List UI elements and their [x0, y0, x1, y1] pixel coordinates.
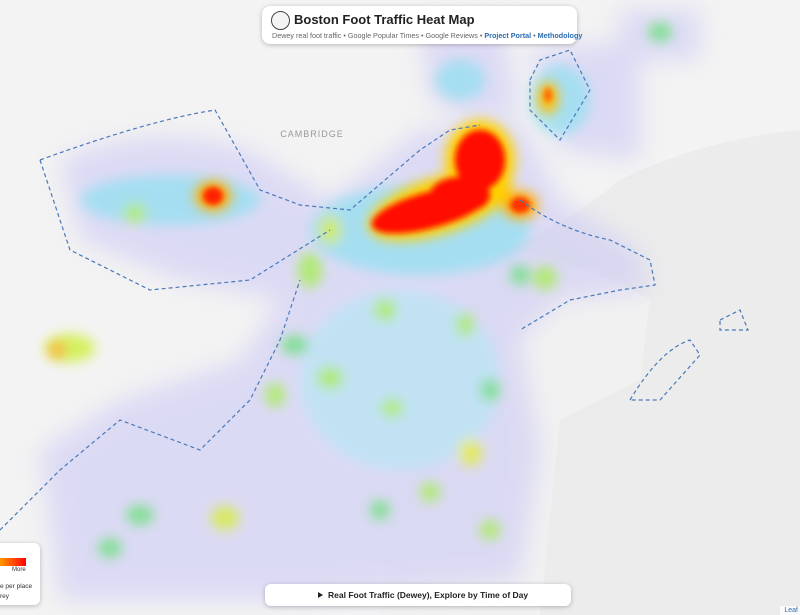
legend-high: More: [12, 567, 26, 573]
separator: •: [533, 31, 536, 40]
color-ramp: [0, 558, 26, 566]
time-toggle[interactable]: Real Foot Traffic (Dewey), Explore by Ti…: [265, 584, 571, 606]
toggle-label: Real Foot Traffic (Dewey), Explore by Ti…: [328, 590, 529, 600]
legend-line: e per place: [0, 583, 33, 590]
logo: [271, 11, 290, 30]
place-label: CAMBRIDGE: [280, 129, 344, 139]
portal-link[interactable]: Project Portal: [484, 31, 532, 40]
boundaries: [0, 49, 749, 531]
legend: More e per place rey: [0, 543, 40, 605]
title: Boston Foot Traffic Heat Map: [294, 12, 475, 27]
subtitle: Dewey real foot traffic • Google Popular…: [272, 31, 582, 40]
heat-peak: [203, 88, 552, 234]
methodology-link[interactable]: Methodology: [537, 31, 583, 40]
header-card: Boston Foot Traffic Heat Map Dewey real …: [262, 6, 582, 44]
expand-icon: [318, 592, 323, 598]
attribution[interactable]: Leaf: [780, 606, 800, 615]
sources: Dewey real foot traffic • Google Popular…: [272, 31, 483, 40]
legend-line: rey: [0, 593, 10, 600]
